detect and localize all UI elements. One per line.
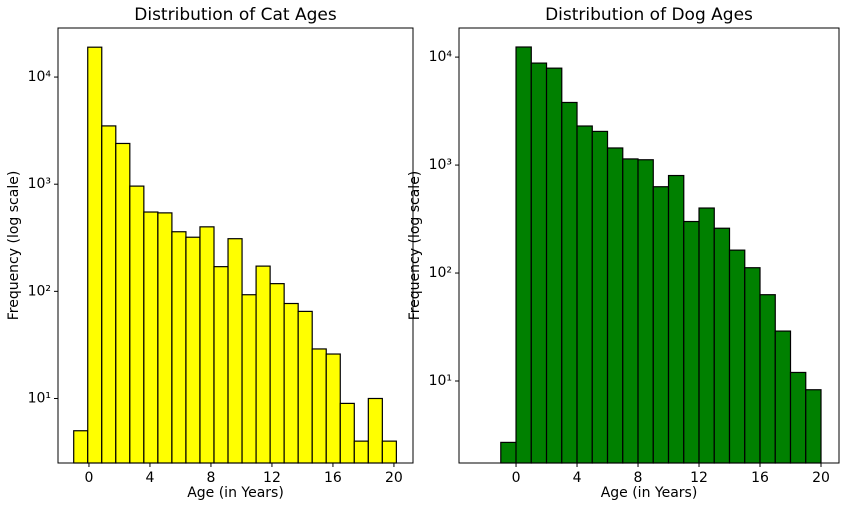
bar	[115, 142, 131, 464]
bar	[652, 186, 670, 464]
bar	[789, 371, 807, 464]
bar	[622, 158, 639, 464]
bar	[87, 46, 103, 464]
y-tick-label: 10⁴	[429, 49, 453, 65]
bar	[143, 211, 159, 464]
y-axis-label: Frequency (log scale)	[6, 171, 22, 321]
y-tick-label: 10²	[429, 265, 452, 281]
x-tick-label: 12	[690, 470, 708, 486]
bar	[591, 130, 609, 464]
x-axis-label: Age (in Years)	[187, 485, 284, 501]
bar	[241, 294, 257, 464]
bar	[339, 402, 355, 464]
bar	[213, 266, 229, 464]
bar	[171, 231, 187, 464]
x-tick-label: 0	[512, 470, 521, 486]
bar	[744, 267, 761, 464]
x-tick-label: 8	[634, 470, 643, 486]
x-tick-label: 16	[751, 470, 769, 486]
bar	[576, 125, 593, 464]
bar	[759, 294, 776, 464]
x-tick-label: 12	[263, 470, 281, 486]
bar	[353, 440, 369, 464]
chart-title: Distribution of Dog Ages	[545, 5, 753, 25]
y-tick-label: 10⁴	[28, 69, 52, 85]
bar	[561, 101, 578, 464]
bar	[73, 430, 89, 464]
bar	[545, 67, 563, 464]
bar	[283, 302, 299, 464]
y-tick-label: 10²	[28, 283, 51, 299]
bar	[297, 310, 313, 464]
x-tick-label: 4	[573, 470, 582, 486]
bar	[311, 348, 327, 464]
bar	[698, 207, 715, 464]
x-axis-label: Age (in Years)	[601, 485, 698, 501]
bar	[637, 159, 654, 464]
bar	[713, 227, 731, 464]
bar	[774, 330, 792, 464]
y-tick-label: 10³	[28, 176, 51, 192]
y-tick-label: 10³	[429, 157, 452, 173]
bar	[255, 265, 271, 464]
bar	[129, 185, 145, 464]
y-tick-label: 10¹	[28, 390, 51, 406]
chart-title: Distribution of Cat Ages	[134, 5, 337, 25]
plot-frame	[57, 27, 414, 464]
bar	[185, 236, 201, 464]
bar	[500, 441, 517, 464]
bar	[325, 353, 341, 464]
x-tick-label: 20	[812, 470, 830, 486]
bar	[606, 147, 624, 464]
bar	[805, 389, 822, 464]
x-tick-label: 16	[324, 470, 342, 486]
bar	[367, 397, 383, 464]
bar	[667, 174, 685, 464]
bar	[381, 440, 397, 464]
bar	[199, 226, 215, 464]
bar	[157, 212, 173, 464]
y-axis-label: Frequency (log scale)	[407, 171, 423, 321]
x-tick-label: 4	[145, 470, 154, 486]
y-tick-label: 10¹	[429, 373, 452, 389]
x-tick-label: 0	[84, 470, 93, 486]
bar	[515, 46, 532, 464]
bar	[728, 249, 746, 464]
x-tick-label: 20	[385, 470, 403, 486]
bar	[227, 238, 243, 464]
bar	[530, 62, 548, 464]
bar	[101, 125, 117, 464]
plot-frame	[458, 27, 840, 464]
x-tick-label: 8	[206, 470, 215, 486]
bar	[269, 283, 285, 464]
bar	[683, 220, 700, 464]
